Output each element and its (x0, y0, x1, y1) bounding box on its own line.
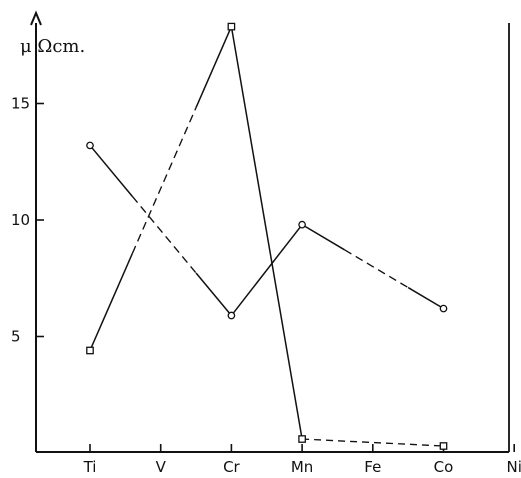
x-tick-label-fe: Fe (364, 458, 381, 476)
data-markers (86, 22, 448, 450)
series-2-point-cr (227, 22, 236, 31)
x-tick-label-ni: Ni (507, 458, 521, 476)
series-2-point-mn (298, 435, 306, 443)
series-1-point-mn (298, 220, 306, 229)
y-axis-arrow (30, 10, 42, 26)
series-2-segment-2 (230, 26, 303, 440)
y-tick-label-10: 10 (11, 211, 30, 229)
x-tick-label-ti: Ti (83, 458, 97, 476)
x-tick-label-v: V (156, 458, 167, 476)
series-2-segment-1-start (89, 253, 134, 351)
series-1-segment-3-start (301, 224, 345, 251)
series-lines (89, 26, 444, 447)
series-1-point-cr (227, 311, 236, 320)
x-tick-label-mn: Mn (291, 458, 313, 476)
series-1-point-co (439, 304, 448, 313)
x-tick-label-cr: Cr (223, 458, 240, 476)
series-1-segment-2 (230, 224, 303, 316)
y-tick-label-5: 5 (11, 328, 21, 346)
axes: 5 10 15 Ti V Cr Mn Fe Co Ni (11, 95, 521, 477)
y-axis-unit-label: μ Ωcm. (20, 36, 85, 57)
y-tick-label-15: 15 (11, 95, 30, 113)
series-2-point-ti (86, 346, 94, 355)
series-2-segment-1-middle (131, 107, 197, 254)
series-2-segment-1-end (195, 26, 233, 108)
series-1-segment-1-start (89, 144, 133, 197)
series-1-segment-3-end (407, 286, 444, 310)
series-1-segment-1-end (195, 272, 232, 317)
series-1-segment-3-middle (344, 249, 409, 289)
x-tick-label-co: Co (434, 458, 454, 476)
series-1-segment-1-middle (131, 196, 197, 274)
plot-frame (30, 10, 510, 453)
series-1-point-ti (86, 141, 94, 150)
series-2-point-co (439, 442, 448, 450)
